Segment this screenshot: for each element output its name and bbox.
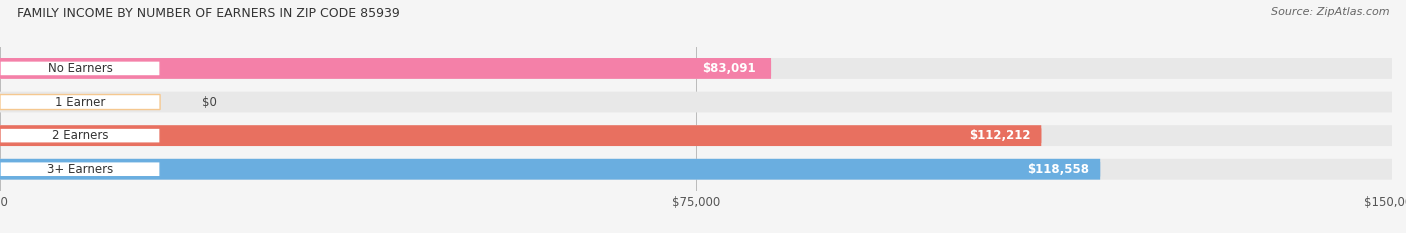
FancyBboxPatch shape (0, 58, 770, 79)
FancyBboxPatch shape (0, 61, 160, 76)
Text: 1 Earner: 1 Earner (55, 96, 105, 109)
Text: $0: $0 (202, 96, 217, 109)
FancyBboxPatch shape (0, 128, 160, 143)
Text: $112,212: $112,212 (969, 129, 1031, 142)
Text: 2 Earners: 2 Earners (52, 129, 108, 142)
Text: FAMILY INCOME BY NUMBER OF EARNERS IN ZIP CODE 85939: FAMILY INCOME BY NUMBER OF EARNERS IN ZI… (17, 7, 399, 20)
FancyBboxPatch shape (0, 125, 1392, 146)
FancyBboxPatch shape (0, 159, 1392, 180)
FancyBboxPatch shape (0, 162, 160, 177)
Text: $83,091: $83,091 (703, 62, 756, 75)
Text: No Earners: No Earners (48, 62, 112, 75)
Text: Source: ZipAtlas.com: Source: ZipAtlas.com (1271, 7, 1389, 17)
FancyBboxPatch shape (0, 58, 1392, 79)
FancyBboxPatch shape (688, 61, 770, 76)
FancyBboxPatch shape (0, 95, 160, 110)
FancyBboxPatch shape (0, 92, 1392, 113)
Text: $118,558: $118,558 (1028, 163, 1090, 176)
FancyBboxPatch shape (1017, 162, 1099, 177)
FancyBboxPatch shape (0, 125, 1042, 146)
FancyBboxPatch shape (0, 159, 1099, 180)
FancyBboxPatch shape (957, 128, 1042, 143)
Text: 3+ Earners: 3+ Earners (46, 163, 112, 176)
